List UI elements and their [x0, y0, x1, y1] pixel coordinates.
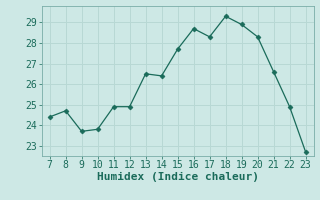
- X-axis label: Humidex (Indice chaleur): Humidex (Indice chaleur): [97, 172, 259, 182]
